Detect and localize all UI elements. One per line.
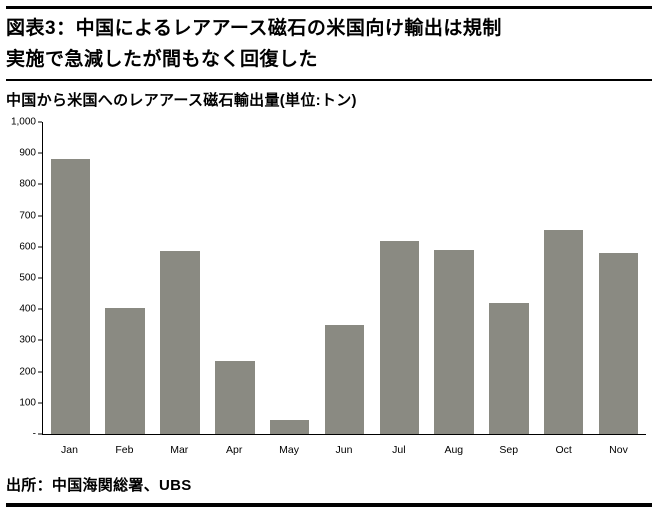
y-tick-label: 100 — [19, 397, 42, 408]
bar-aug — [434, 250, 474, 434]
y-tick-label: 500 — [19, 273, 42, 284]
y-tick-mark — [38, 371, 42, 373]
plot-area — [42, 122, 646, 435]
chart-subtitle: 中国から米国へのレアアース磁石輸出量(単位:トン) — [6, 92, 357, 109]
y-tick-mark — [38, 121, 42, 123]
y-tick-text: 500 — [19, 272, 36, 284]
bar-mar — [160, 251, 200, 434]
bar-slot — [43, 122, 98, 434]
source-note: 出所：中国海関総署、UBS — [6, 477, 192, 494]
bar-jul — [379, 241, 419, 434]
y-tick-label: 1,000 — [11, 117, 42, 128]
x-tick-label: Jan — [60, 444, 78, 456]
bar-slot — [427, 122, 482, 434]
y-tick-text: 700 — [19, 210, 36, 222]
y-tick-mark — [38, 308, 42, 310]
bar-nov — [598, 253, 639, 434]
y-tick-label: 400 — [19, 304, 42, 315]
y-tick-text: 1,000 — [10, 116, 36, 128]
y-tick-mark — [38, 246, 42, 248]
y-tick-mark — [38, 215, 42, 217]
bar-slot — [98, 122, 153, 434]
y-tick-mark — [38, 339, 42, 341]
y-tick-text: - — [32, 428, 36, 440]
y-tick-text: 900 — [19, 147, 36, 159]
y-tick-text: 200 — [19, 366, 36, 378]
bar-slot — [591, 122, 646, 434]
y-tick-label: 800 — [19, 179, 42, 190]
y-tick-mark — [38, 277, 42, 279]
bar-slot — [262, 122, 317, 434]
x-tick-label: Jun — [335, 444, 353, 456]
bar-oct — [543, 230, 584, 434]
y-tick-label: 300 — [19, 335, 42, 346]
y-tick-text: 100 — [19, 397, 36, 409]
x-tick-label: Oct — [555, 444, 572, 456]
bar-jan — [50, 159, 91, 434]
bar-slot — [153, 122, 208, 434]
y-axis: 1,000 900 800 700 600 500 400 300 200 100 - — [6, 116, 42, 457]
bar-chart: 1,000 900 800 700 600 500 400 300 200 100 - Jan Feb… — [6, 116, 650, 457]
bar-sep — [489, 303, 529, 434]
x-tick-label: Apr — [226, 444, 243, 456]
y-tick-text: 800 — [19, 178, 36, 190]
page-title-line2: 実施で急減したが間もなく回復した — [6, 49, 319, 70]
y-tick-mark — [38, 402, 42, 404]
bar-apr — [215, 361, 255, 434]
y-tick-label: - — [33, 429, 42, 440]
bottom-divider — [6, 503, 652, 507]
bar-slot — [536, 122, 591, 434]
y-tick-label: 600 — [19, 241, 42, 252]
x-axis-labels: Jan Feb Mar Apr May Jun Jul Aug Sep Oct Nov — [42, 440, 646, 456]
y-tick-label: 200 — [19, 366, 42, 377]
title-divider — [6, 79, 652, 81]
x-tick-label: Mar — [170, 444, 189, 456]
y-tick-mark — [38, 152, 42, 154]
page-title: 図表3：中国によるレアアース磁石の米国向け輸出は規制 実施で急減したが間もなく回… — [6, 13, 652, 75]
bar-jun — [324, 325, 365, 434]
y-tick-text: 400 — [19, 303, 36, 315]
x-tick-label: Feb — [115, 444, 134, 456]
page-title-line1: 図表3：中国によるレアアース磁石の米国向け輸出は規制 — [6, 18, 502, 39]
top-divider — [6, 6, 652, 9]
bar-slot — [207, 122, 262, 434]
bar-slot — [372, 122, 427, 434]
bar-feb — [105, 308, 145, 434]
x-tick-label: Jul — [392, 444, 406, 456]
y-tick-mark — [38, 433, 42, 435]
y-tick-text: 300 — [19, 334, 36, 346]
y-tick-mark — [38, 183, 42, 185]
bar-slot — [317, 122, 372, 434]
y-tick-label: 700 — [19, 210, 42, 221]
bar-slot — [482, 122, 537, 434]
x-tick-label: May — [279, 444, 299, 456]
x-tick-label: Nov — [609, 444, 628, 456]
y-tick-label: 900 — [19, 148, 42, 159]
x-tick-label: Aug — [444, 444, 464, 456]
y-tick-text: 600 — [19, 241, 36, 253]
bar-may — [269, 420, 310, 434]
x-tick-label: Sep — [499, 444, 519, 456]
